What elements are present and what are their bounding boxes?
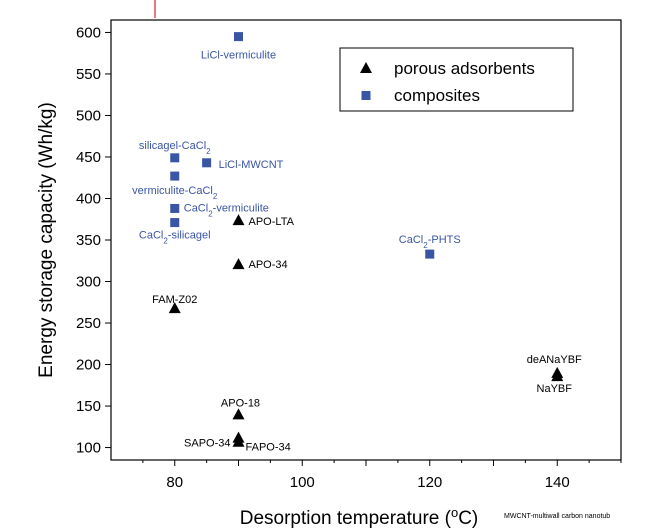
y-tick-label: 400 bbox=[76, 190, 101, 207]
y-tick-label: 550 bbox=[76, 66, 101, 83]
y-tick-label: 250 bbox=[76, 315, 101, 332]
point-label: LiCl-vermiculite bbox=[201, 50, 276, 62]
point-label: vermiculite-CaCl2 bbox=[132, 185, 218, 201]
point-label: silicagel-CaCl2 bbox=[139, 140, 211, 156]
y-tick-label: 350 bbox=[76, 232, 101, 249]
point-label: CaCl2-silicagel bbox=[139, 230, 211, 246]
point-label: CaCl2-PHTS bbox=[399, 234, 461, 250]
x-tick-label: 140 bbox=[545, 474, 570, 491]
legend-square-marker bbox=[361, 91, 371, 100]
legend-box bbox=[339, 47, 574, 112]
y-tick-label: 450 bbox=[76, 149, 101, 166]
square-marker bbox=[170, 171, 180, 181]
point-label: FAPO-34 bbox=[246, 442, 291, 454]
y-tick-label: 600 bbox=[76, 24, 101, 41]
point-label: SAPO-34 bbox=[184, 438, 230, 450]
point-label: FAM-Z02 bbox=[152, 294, 197, 306]
data-marks bbox=[168, 32, 564, 447]
y-tick-label: 100 bbox=[76, 440, 101, 457]
point-label: deANaYBF bbox=[527, 354, 582, 366]
point-label: LiCl-MWCNT bbox=[219, 159, 284, 171]
y-tick-label: 150 bbox=[76, 398, 101, 415]
square-marker bbox=[170, 203, 180, 213]
y-tick-label: 300 bbox=[76, 274, 101, 291]
x-tick-label: 100 bbox=[290, 474, 315, 491]
y-tick-label: 200 bbox=[76, 357, 101, 374]
triangle-marker bbox=[168, 302, 181, 314]
point-label: NaYBF bbox=[537, 383, 573, 395]
legend: porous adsorbents composites bbox=[339, 47, 574, 112]
triangle-marker bbox=[551, 370, 564, 382]
x-axis-title: Desorption temperature (oC) bbox=[240, 505, 479, 530]
point-label: CaCl2-vermiculite bbox=[184, 202, 269, 218]
point-label: APO-LTA bbox=[249, 216, 295, 228]
point-labels: APO-LTA APO-34 FAM-Z02 APO-18 SAPO-34 FAPO-34… bbox=[132, 50, 582, 454]
square-marker bbox=[425, 249, 435, 259]
point-label: APO-34 bbox=[249, 259, 288, 271]
axes: 100 150 200 250 300 350 400 450 500 550 600 80 100 12… bbox=[76, 24, 622, 491]
triangle-marker bbox=[232, 408, 245, 420]
y-tick-label: 500 bbox=[76, 107, 101, 124]
point-label: APO-18 bbox=[221, 397, 260, 409]
legend-triangle-marker bbox=[360, 62, 372, 73]
square-marker bbox=[170, 153, 180, 163]
abbreviation-note: MWCNT-multiwall carbon nanotub bbox=[504, 513, 610, 520]
square-marker bbox=[202, 158, 212, 168]
x-tick-label: 80 bbox=[166, 474, 183, 491]
x-tick-label: 120 bbox=[417, 474, 442, 491]
y-axis-title: Energy storage capacity (Wh/kg) bbox=[36, 102, 57, 378]
square-marker bbox=[234, 32, 243, 42]
legend-label: composites bbox=[394, 86, 480, 105]
triangle-marker bbox=[232, 258, 245, 270]
triangle-marker bbox=[232, 435, 245, 447]
legend-label: porous adsorbents bbox=[394, 59, 535, 78]
square-marker bbox=[170, 218, 180, 228]
triangle-marker bbox=[232, 214, 245, 226]
